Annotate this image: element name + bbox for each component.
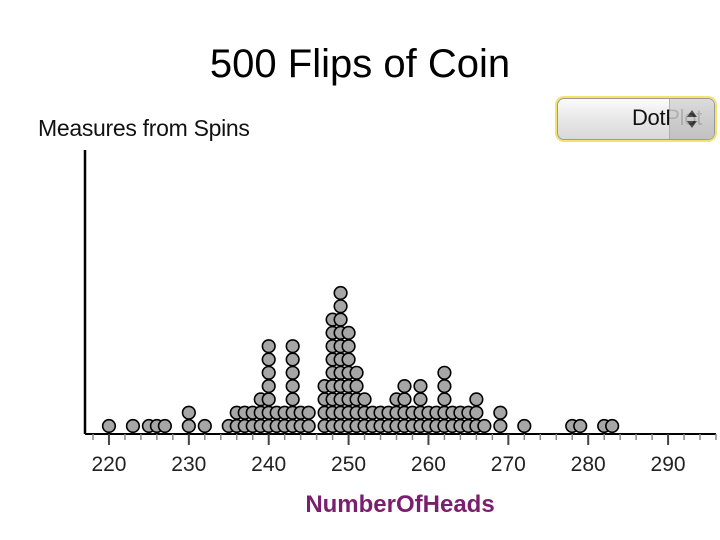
data-dot xyxy=(349,379,364,394)
x-tick-label: 270 xyxy=(491,453,526,476)
x-tick-label: 220 xyxy=(91,453,126,476)
data-dot xyxy=(341,325,356,340)
data-dot xyxy=(477,418,492,434)
data-dot xyxy=(261,339,276,354)
data-dot xyxy=(181,418,196,434)
data-dot xyxy=(573,418,588,434)
data-dot xyxy=(181,405,196,420)
data-dot xyxy=(349,365,364,380)
data-dot xyxy=(197,418,212,434)
data-dot xyxy=(261,392,276,407)
x-tick-label: 260 xyxy=(411,453,446,476)
data-dot xyxy=(261,352,276,367)
data-dot xyxy=(285,365,300,380)
data-dot xyxy=(261,379,276,394)
data-dot xyxy=(285,339,300,354)
data-dot xyxy=(413,379,428,394)
data-dot xyxy=(301,405,316,420)
data-dot xyxy=(413,392,428,407)
data-dot xyxy=(605,418,620,434)
data-dot xyxy=(397,379,412,394)
data-dot xyxy=(357,392,372,407)
data-dot xyxy=(341,352,356,367)
data-dot xyxy=(261,365,276,380)
data-dot xyxy=(301,418,316,434)
x-tick-label: 290 xyxy=(651,453,686,476)
dot-plot: 220 230 240 250 260 270 280 290 NumberOfHeads xyxy=(83,150,717,518)
data-dot xyxy=(125,418,141,434)
x-tick-label: 280 xyxy=(571,453,606,476)
data-dot xyxy=(285,352,300,367)
chart-subtitle: Measures from Spins xyxy=(38,115,250,141)
data-dot xyxy=(341,339,356,354)
data-dot xyxy=(437,392,452,407)
data-dot xyxy=(469,405,484,420)
data-dot xyxy=(101,418,117,434)
data-dot xyxy=(493,418,508,434)
data-dot xyxy=(157,418,172,434)
data-dot xyxy=(285,379,300,394)
data-dot xyxy=(285,392,300,407)
updown-arrows-icon[interactable] xyxy=(669,99,714,139)
data-dot xyxy=(333,285,348,301)
data-dot xyxy=(397,392,412,407)
data-dot xyxy=(333,299,348,314)
x-tick-label: 230 xyxy=(171,453,206,476)
data-dot xyxy=(333,312,348,327)
page-title: 500 Flips of Coin xyxy=(209,42,511,86)
data-dot xyxy=(517,418,532,434)
data-dot xyxy=(437,379,452,394)
data-dot xyxy=(493,405,508,420)
x-axis-title: NumberOfHeads xyxy=(305,491,494,518)
x-tick-label: 250 xyxy=(331,453,366,476)
data-dot xyxy=(437,365,452,380)
data-dot xyxy=(469,392,484,407)
plot-type-menu[interactable]: DotPlot xyxy=(557,98,715,140)
x-tick-label: 240 xyxy=(251,453,286,476)
